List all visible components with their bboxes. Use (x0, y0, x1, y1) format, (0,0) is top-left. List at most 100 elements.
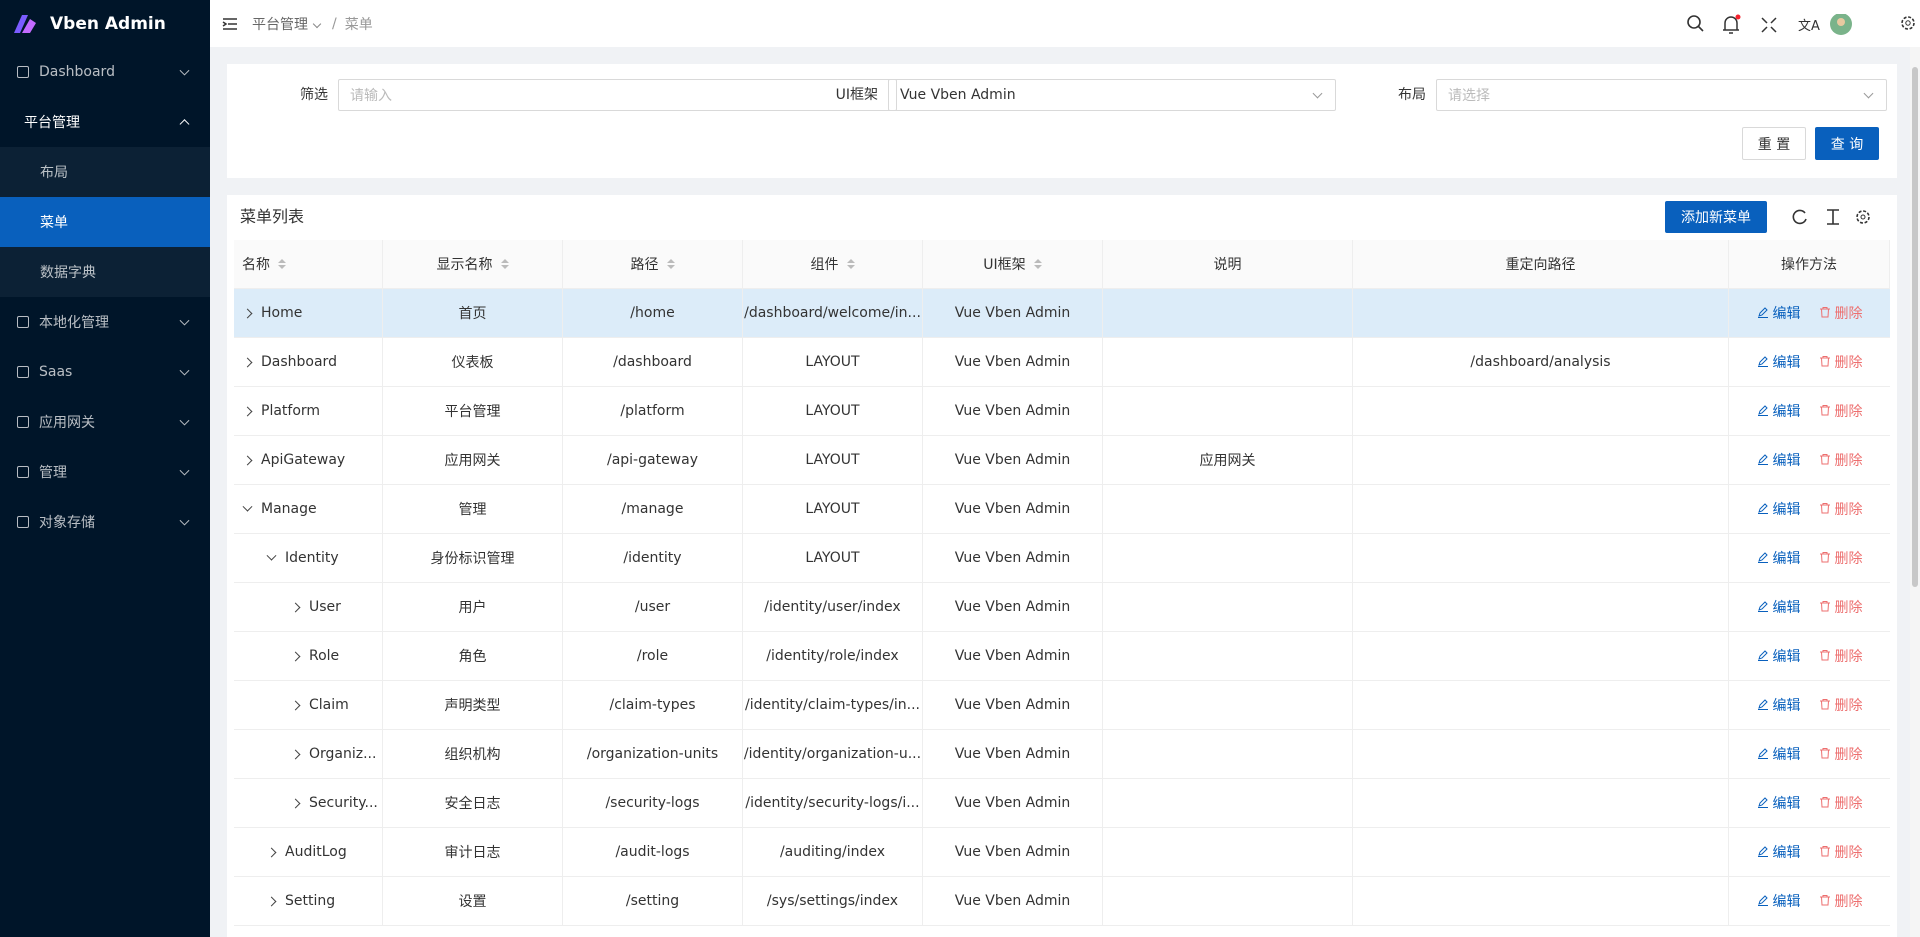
delete-link[interactable]: 删除 (1819, 646, 1863, 666)
submenu-item[interactable]: 布局 (0, 147, 210, 197)
add-button[interactable]: 添加新菜单 (1665, 201, 1767, 233)
menu-arrow (179, 315, 190, 326)
edit-link[interactable]: 编辑 (1757, 842, 1801, 862)
expand-icon[interactable] (290, 749, 301, 759)
column-header[interactable]: UI框架 (923, 240, 1103, 288)
table-cell (1103, 681, 1353, 729)
delete-link[interactable]: 删除 (1819, 695, 1863, 715)
menu-item[interactable]: Saas (0, 347, 210, 397)
collapse-icon[interactable] (222, 17, 238, 31)
menu-arrow (179, 119, 190, 130)
delete-link[interactable]: 删除 (1819, 793, 1863, 813)
expand-icon[interactable] (290, 602, 301, 612)
settings-icon[interactable] (1900, 15, 1916, 31)
delete-link[interactable]: 删除 (1819, 450, 1863, 470)
table-cell: 仪表板 (383, 338, 563, 386)
edit-link[interactable]: 编辑 (1757, 744, 1801, 764)
submenu-item[interactable]: 菜单 (0, 197, 210, 247)
edit-link[interactable]: 编辑 (1757, 450, 1801, 470)
input[interactable]: 请选择 (1436, 79, 1887, 111)
edit-link[interactable]: 编辑 (1757, 303, 1801, 323)
edit-link[interactable]: 编辑 (1757, 352, 1801, 372)
sort-icon (500, 259, 509, 269)
reset-button[interactable]: 重 置 (1742, 127, 1806, 160)
delete-label: 删除 (1834, 796, 1863, 812)
table-tools[interactable] (1791, 207, 1875, 227)
edit-link[interactable]: 编辑 (1757, 499, 1801, 519)
edit-label: 编辑 (1772, 502, 1801, 518)
table-cell: /identity (563, 534, 743, 582)
delete-link[interactable]: 删除 (1819, 744, 1863, 764)
table-cell: /api-gateway (563, 436, 743, 484)
cell-text: 应用网关 (1199, 453, 1256, 469)
edit-link[interactable]: 编辑 (1757, 793, 1801, 813)
expand-icon[interactable] (242, 455, 253, 465)
menu-arrow (179, 365, 190, 376)
edit-link[interactable]: 编辑 (1757, 597, 1801, 617)
expand-icon[interactable] (242, 357, 253, 367)
action-cell: 编辑 删除 (1729, 387, 1890, 435)
table-cell: /dashboard/welcome/in... (743, 289, 923, 337)
delete-link[interactable]: 删除 (1819, 352, 1863, 372)
table-row: User 用户/user/identity/user/index Vue Vben … (234, 583, 1890, 632)
cell-text: Vue Vben Admin (954, 844, 1071, 860)
delete-link[interactable]: 删除 (1819, 499, 1863, 519)
expand-icon[interactable] (242, 308, 253, 318)
scrollbar[interactable] (1910, 47, 1920, 937)
delete-link[interactable]: 删除 (1819, 548, 1863, 568)
column-header[interactable]: 组件 (743, 240, 923, 288)
menu-item[interactable]: 对象存储 (0, 497, 210, 547)
cell-text: /setting (625, 893, 680, 909)
menu: Dashboard 平台管理 布局 菜单 数据字典 本地化管理 Saas 应用网关 管理对象存储 (0, 47, 210, 547)
expand-icon[interactable] (242, 501, 253, 512)
action-cell: 编辑 删除 (1729, 289, 1890, 337)
header-tools[interactable]: 文A (1686, 14, 1886, 36)
delete-link[interactable]: 删除 (1819, 401, 1863, 421)
table-row: Role 角色/role/identity/role/index Vue Vben … (234, 632, 1890, 681)
expand-icon[interactable] (266, 550, 277, 561)
submenu-item[interactable]: 数据字典 (0, 247, 210, 297)
delete-link[interactable]: 删除 (1819, 891, 1863, 911)
table-row: Security... 安全日志/security-logs/identity/s… (234, 779, 1890, 828)
expand-icon[interactable] (266, 896, 277, 906)
column-header[interactable]: 路径 (563, 240, 743, 288)
expand-icon[interactable] (242, 406, 253, 416)
table-cell (1353, 485, 1729, 533)
menu-item[interactable]: 管理 (0, 447, 210, 497)
search-form: 筛选 请输入 UI框架 Vue Vben Admin 布局 请选择重 置查 询 (227, 64, 1897, 178)
edit-link[interactable]: 编辑 (1757, 548, 1801, 568)
delete-link[interactable]: 删除 (1819, 597, 1863, 617)
menu-label: Saas (39, 364, 73, 380)
column-header[interactable]: 名称 (234, 240, 383, 288)
expand-icon[interactable] (290, 651, 301, 661)
menu-item[interactable]: 应用网关 (0, 397, 210, 447)
svg-text:文A: 文A (1798, 19, 1820, 34)
input[interactable]: Vue Vben Admin (888, 79, 1336, 111)
column-header[interactable]: 显示名称 (383, 240, 563, 288)
delete-link[interactable]: 删除 (1819, 303, 1863, 323)
edit-link[interactable]: 编辑 (1757, 891, 1801, 911)
brand: Vben Admin (0, 0, 210, 47)
table-cell (1353, 632, 1729, 680)
delete-link[interactable]: 删除 (1819, 842, 1863, 862)
table-cell: /auditing/index (743, 828, 923, 876)
menu-item[interactable]: 平台管理 (0, 97, 210, 147)
edit-link[interactable]: 编辑 (1757, 695, 1801, 715)
expand-icon[interactable] (290, 700, 301, 710)
query-button[interactable]: 查 询 (1815, 127, 1879, 160)
edit-label: 编辑 (1772, 453, 1801, 469)
edit-link[interactable]: 编辑 (1757, 646, 1801, 666)
table-cell: Vue Vben Admin (923, 681, 1103, 729)
column-label: 路径 (630, 257, 659, 273)
table-cell: 组织机构 (383, 730, 563, 778)
menu-item[interactable]: Dashboard (0, 47, 210, 97)
menu-item[interactable]: 本地化管理 (0, 297, 210, 347)
action-cell: 编辑 删除 (1729, 485, 1890, 533)
input[interactable]: 请输入 (338, 79, 897, 111)
breadcrumb-separator: / (332, 15, 337, 32)
edit-link[interactable]: 编辑 (1757, 401, 1801, 421)
breadcrumb-item[interactable]: 平台管理 (252, 16, 308, 33)
expand-icon[interactable] (266, 847, 277, 857)
menu-label: 对象存储 (39, 515, 95, 531)
expand-icon[interactable] (290, 798, 301, 808)
